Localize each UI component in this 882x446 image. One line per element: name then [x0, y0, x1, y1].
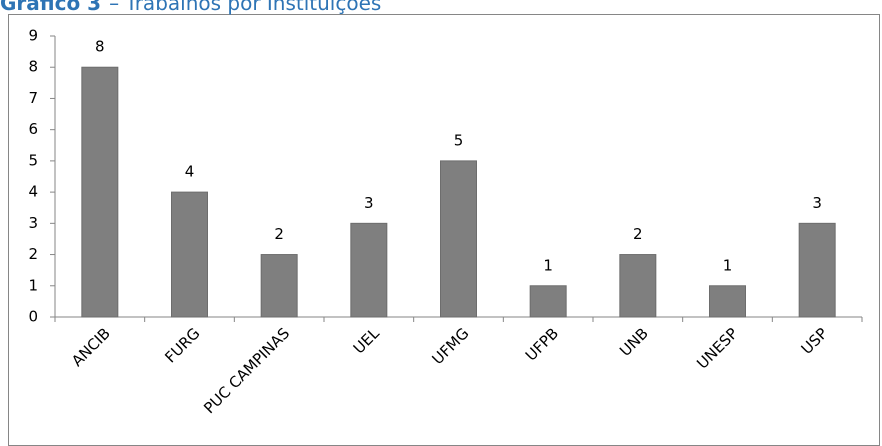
bar: [798, 222, 836, 318]
bar: [529, 285, 567, 318]
data-label: 1: [723, 256, 733, 274]
title-text: – Trabalhos por Instituições: [109, 0, 381, 15]
y-tick-label: 9: [28, 27, 38, 45]
bar: [350, 222, 388, 318]
data-label: 4: [185, 163, 195, 181]
bar: [619, 254, 657, 318]
data-label: 3: [364, 194, 374, 212]
y-tick-label: 0: [28, 308, 38, 326]
y-tick-label: 8: [28, 58, 38, 76]
title-label: Gráfico 3: [0, 0, 101, 15]
y-tick-label: 2: [28, 245, 38, 263]
data-label: 8: [95, 38, 105, 56]
y-tick-label: 6: [28, 120, 38, 138]
bar: [81, 66, 119, 318]
bar: [260, 254, 298, 318]
data-label: 5: [454, 131, 464, 149]
y-tick-label: 4: [28, 183, 38, 201]
bar: [440, 160, 477, 318]
bar: [171, 191, 208, 318]
data-label: 2: [274, 225, 284, 243]
data-label: 3: [812, 194, 822, 212]
data-label: 1: [543, 256, 553, 274]
y-tick-label: 5: [28, 151, 38, 169]
y-tick-label: 1: [28, 276, 38, 294]
chart-title: Gráfico 3 – Trabalhos por Instituições: [0, 0, 381, 15]
data-label: 2: [633, 225, 643, 243]
y-tick-label: 7: [28, 89, 38, 107]
bar: [709, 285, 746, 318]
y-tick-label: 3: [28, 214, 38, 232]
